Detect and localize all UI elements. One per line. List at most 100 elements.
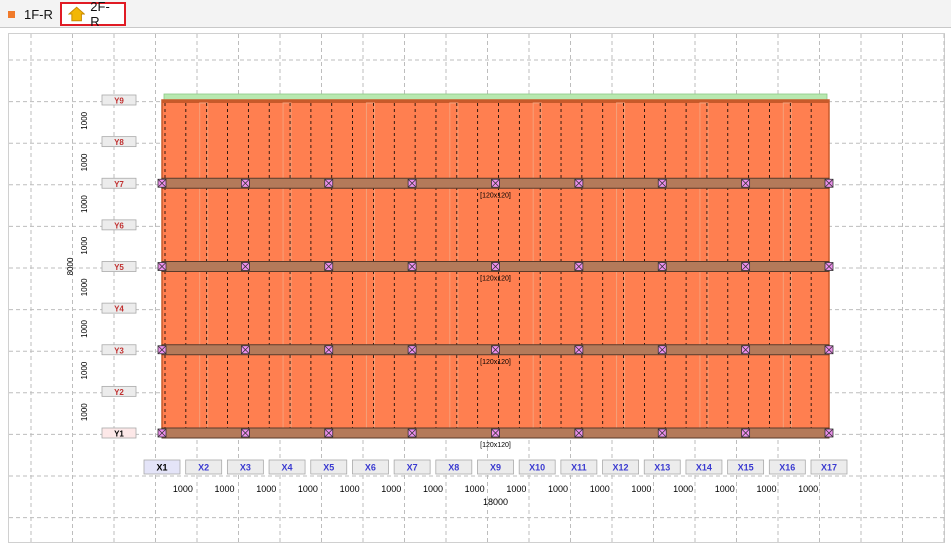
x-spacing-label: 1000 — [256, 484, 276, 494]
x-spacing-label: 1000 — [423, 484, 443, 494]
post-marker-cross — [157, 428, 167, 438]
x-axis-label-x14[interactable] — [685, 459, 723, 475]
y-axis-label-y2[interactable] — [101, 385, 137, 397]
x-spacing-label: 1000 — [548, 484, 568, 494]
y-axis-label-text: Y6 — [114, 221, 124, 230]
post-marker-cross — [491, 428, 500, 438]
x-axis-label-x3[interactable] — [226, 459, 264, 475]
x-axis-label-x13[interactable] — [643, 459, 681, 475]
x-axis-label-text: X1 — [156, 463, 167, 473]
post-marker-cross — [491, 345, 500, 355]
y-axis-label-y6[interactable] — [101, 219, 137, 231]
post-marker-cross — [824, 178, 834, 188]
post-marker-cross — [157, 178, 167, 188]
x-axis-label-text: X5 — [323, 463, 334, 473]
x-spacing-label: 1000 — [381, 484, 401, 494]
y-axis-label-y3[interactable] — [101, 344, 137, 356]
post-marker-cross — [324, 428, 334, 438]
x-spacing-label: 1000 — [590, 484, 610, 494]
x-axis-label-text: X7 — [407, 463, 418, 473]
y-axis-label-text: Y5 — [114, 263, 124, 272]
post-marker-cross — [324, 345, 334, 355]
post-marker-cross — [241, 428, 250, 438]
beam-size-label: [120x120] — [480, 359, 511, 366]
post-marker-cross — [824, 428, 834, 438]
x-axis-label-text: X11 — [571, 463, 587, 473]
post-marker-cross — [407, 428, 417, 438]
x-axis-label-x9[interactable] — [477, 459, 514, 475]
y-axis-label-text: Y4 — [114, 305, 124, 314]
y-axis-label-y4[interactable] — [101, 302, 137, 314]
y-axis-label-y5[interactable] — [101, 261, 137, 272]
post-marker-cross — [407, 345, 417, 355]
x-axis-label-x16[interactable] — [768, 459, 806, 475]
y-axis-label-y7[interactable] — [101, 177, 137, 189]
y-axis-label-text: Y1 — [114, 430, 124, 439]
x-spacing-label: 1000 — [673, 484, 693, 494]
x-axis-label-x5[interactable] — [310, 459, 348, 475]
post-marker-cross — [324, 178, 334, 188]
x-axis-label-x10[interactable] — [518, 459, 556, 475]
post-marker-cross — [407, 262, 417, 271]
y-spacing-label: 1000 — [80, 403, 89, 421]
post-marker-cross — [741, 428, 750, 438]
x-spacing-label: 1000 — [506, 484, 526, 494]
beam-size-label: [120x120] — [480, 192, 511, 199]
x-axis-label-x15[interactable] — [727, 459, 765, 475]
post-marker-cross — [657, 345, 667, 355]
post-marker-cross — [157, 345, 167, 355]
tab-2f-r[interactable]: 2F-R — [60, 0, 126, 29]
x-axis-label-x8[interactable] — [435, 459, 473, 475]
x-axis-label-x1[interactable] — [143, 459, 181, 475]
post-marker-cross — [741, 262, 750, 271]
floor-plan-drawing[interactable]: [120x120] [120x120] [120x120] [120x120] Y9 Y8… — [9, 34, 946, 544]
orange-square-icon — [8, 10, 15, 18]
x-axis-label-x17[interactable] — [810, 459, 848, 475]
post-marker-cross — [157, 262, 167, 271]
x-spacing-label: 1000 — [173, 484, 193, 494]
x-axis-label-x7[interactable] — [393, 459, 431, 475]
tab-1f-r-label: 1F-R — [24, 6, 53, 22]
x-spacing-label: 1000 — [715, 484, 735, 494]
x-axis-label-x12[interactable] — [602, 459, 639, 475]
y-spacing-label: 1000 — [80, 195, 89, 213]
x-axis-label-x11[interactable] — [560, 459, 598, 475]
drawing-canvas[interactable]: [120x120] [120x120] [120x120] [120x120] Y9 Y8… — [8, 33, 946, 544]
y-axis-label-text: Y3 — [114, 346, 124, 355]
x-axis-label-x4[interactable] — [268, 459, 306, 475]
x-axis-label-text: X2 — [198, 463, 209, 473]
x-axis-label-text: X9 — [490, 463, 501, 473]
post-marker-cross — [241, 262, 250, 271]
x-axis-label-text: X8 — [448, 463, 459, 473]
beam-size-label: [120x120] — [480, 276, 511, 283]
y-axis-label-text: Y2 — [114, 388, 124, 397]
y-spacing-label: 1000 — [80, 236, 89, 254]
post-marker-cross — [657, 428, 667, 438]
y-spacing-label: 1000 — [80, 153, 89, 171]
y-spacing-label: 1000 — [80, 278, 89, 296]
x-axis-label-text: X6 — [365, 463, 376, 473]
x-spacing-label: 1000 — [798, 484, 818, 494]
post-marker-cross — [657, 262, 667, 271]
x-spacing-label: 1000 — [631, 484, 651, 494]
post-marker-cross — [824, 345, 834, 355]
tab-1f-r[interactable]: 1F-R — [2, 3, 60, 25]
y-axis-label-y1[interactable] — [101, 427, 137, 439]
y-axis-label-y9[interactable] — [101, 94, 137, 106]
post-marker-cross — [241, 345, 250, 355]
roof-top-edge — [162, 100, 829, 103]
post-marker-cross — [824, 262, 834, 271]
y-axis-label-y8[interactable] — [101, 136, 137, 148]
x-axis-label-text: X10 — [529, 463, 545, 473]
x-axis-label-x2[interactable] — [185, 459, 223, 475]
tab-bar: 1F-R 2F-R — [0, 0, 951, 29]
y-total-label: 8000 — [66, 257, 75, 275]
x-spacing-label: 1000 — [298, 484, 318, 494]
post-marker-cross — [491, 178, 500, 188]
x-axis-label-text: X16 — [779, 463, 795, 473]
x-spacing-label: 1000 — [340, 484, 360, 494]
x-axis-label-x6[interactable] — [352, 459, 389, 475]
post-marker-cross — [741, 345, 750, 355]
post-marker-cross — [407, 178, 417, 188]
y-spacing-label: 1000 — [80, 319, 89, 337]
